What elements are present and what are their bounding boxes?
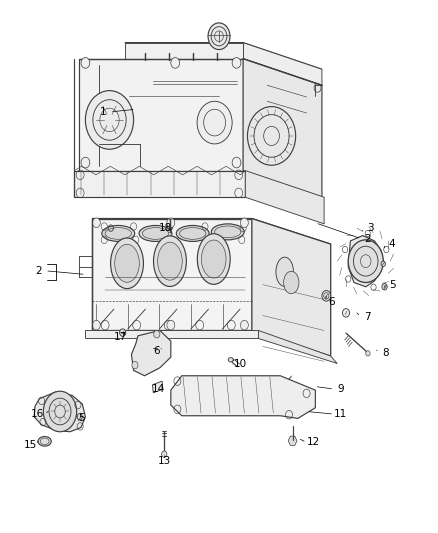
Text: 10: 10 [233, 359, 247, 368]
Polygon shape [243, 43, 322, 85]
Ellipse shape [115, 244, 139, 282]
Circle shape [162, 451, 167, 457]
Text: 11: 11 [334, 409, 347, 419]
Ellipse shape [197, 233, 230, 285]
Polygon shape [92, 219, 252, 330]
Text: 17: 17 [113, 332, 127, 342]
Circle shape [197, 101, 232, 144]
Ellipse shape [201, 240, 226, 278]
Circle shape [381, 261, 385, 266]
Polygon shape [79, 59, 243, 171]
Text: 15: 15 [24, 440, 37, 450]
Ellipse shape [176, 225, 209, 241]
Text: 9: 9 [337, 384, 344, 394]
Text: 7: 7 [364, 312, 371, 321]
Ellipse shape [38, 437, 51, 446]
Ellipse shape [153, 236, 187, 287]
Circle shape [366, 351, 370, 356]
Circle shape [85, 91, 134, 149]
Polygon shape [243, 59, 322, 197]
Circle shape [167, 218, 175, 228]
Ellipse shape [102, 225, 135, 241]
Polygon shape [152, 381, 163, 393]
Polygon shape [171, 376, 315, 418]
Circle shape [322, 290, 331, 301]
Ellipse shape [211, 224, 244, 240]
Text: 13: 13 [158, 456, 171, 465]
Circle shape [247, 107, 296, 165]
Circle shape [167, 320, 175, 330]
Text: 6: 6 [328, 297, 336, 306]
Text: 6: 6 [153, 346, 160, 356]
Polygon shape [92, 219, 331, 244]
Circle shape [232, 157, 241, 168]
Circle shape [171, 58, 180, 68]
Text: 3: 3 [367, 223, 374, 232]
Circle shape [382, 284, 387, 290]
Text: 4: 4 [389, 239, 396, 248]
Polygon shape [245, 171, 324, 224]
Text: 18: 18 [159, 223, 172, 232]
Ellipse shape [228, 358, 233, 362]
Circle shape [154, 330, 160, 338]
Text: 2: 2 [35, 266, 42, 276]
Circle shape [232, 58, 241, 68]
Polygon shape [252, 219, 331, 356]
Polygon shape [131, 330, 171, 376]
Text: 16: 16 [31, 409, 44, 419]
Text: 12: 12 [307, 438, 320, 447]
Ellipse shape [284, 271, 299, 294]
Circle shape [208, 23, 230, 50]
Polygon shape [125, 43, 243, 59]
Circle shape [348, 240, 383, 282]
Ellipse shape [139, 225, 172, 241]
Text: 1: 1 [100, 107, 107, 117]
Circle shape [81, 157, 90, 168]
Circle shape [43, 391, 77, 432]
Ellipse shape [276, 257, 293, 287]
Text: 14: 14 [152, 384, 165, 394]
Polygon shape [34, 392, 85, 432]
Polygon shape [258, 330, 337, 364]
Circle shape [92, 218, 100, 228]
Circle shape [343, 309, 350, 317]
Polygon shape [85, 330, 258, 338]
Circle shape [240, 218, 248, 228]
Polygon shape [74, 171, 245, 197]
Polygon shape [125, 43, 322, 69]
Ellipse shape [158, 242, 182, 280]
Polygon shape [348, 236, 383, 287]
Circle shape [132, 361, 138, 369]
Circle shape [92, 320, 100, 330]
Text: 2: 2 [364, 234, 371, 244]
Text: 5: 5 [78, 413, 85, 423]
Circle shape [120, 329, 126, 336]
Text: 8: 8 [382, 348, 389, 358]
Circle shape [240, 320, 248, 330]
Circle shape [81, 58, 90, 68]
Text: 5: 5 [389, 280, 396, 290]
Ellipse shape [110, 238, 143, 289]
Circle shape [77, 414, 82, 420]
